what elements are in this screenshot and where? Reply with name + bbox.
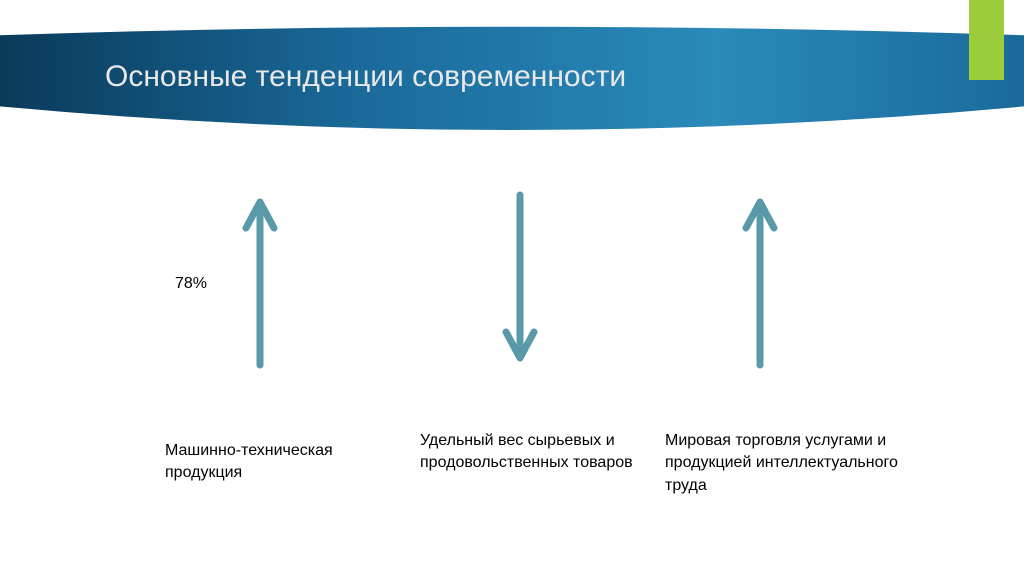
arrow-down-1 — [500, 190, 540, 370]
arrow-up-2 — [740, 190, 780, 370]
content-area: 78% Машинно-техническая продукция Удельн… — [0, 170, 1024, 570]
label-3: Мировая торговля услугами и продукцией и… — [665, 430, 915, 497]
label-2: Удельный вес сырьевых и продовольственны… — [420, 430, 650, 475]
arrow-up-icon — [240, 190, 280, 370]
accent-tab — [969, 0, 1004, 80]
label-1: Машинно-техническая продукция — [165, 440, 385, 485]
arrow-down-icon — [500, 190, 540, 370]
arrow-up-1 — [240, 190, 280, 370]
slide-title: Основные тенденции современности — [105, 60, 626, 94]
annotation-1: 78% — [175, 275, 207, 293]
header-band: Основные тенденции современности — [0, 25, 1024, 145]
arrow-up-icon — [740, 190, 780, 370]
